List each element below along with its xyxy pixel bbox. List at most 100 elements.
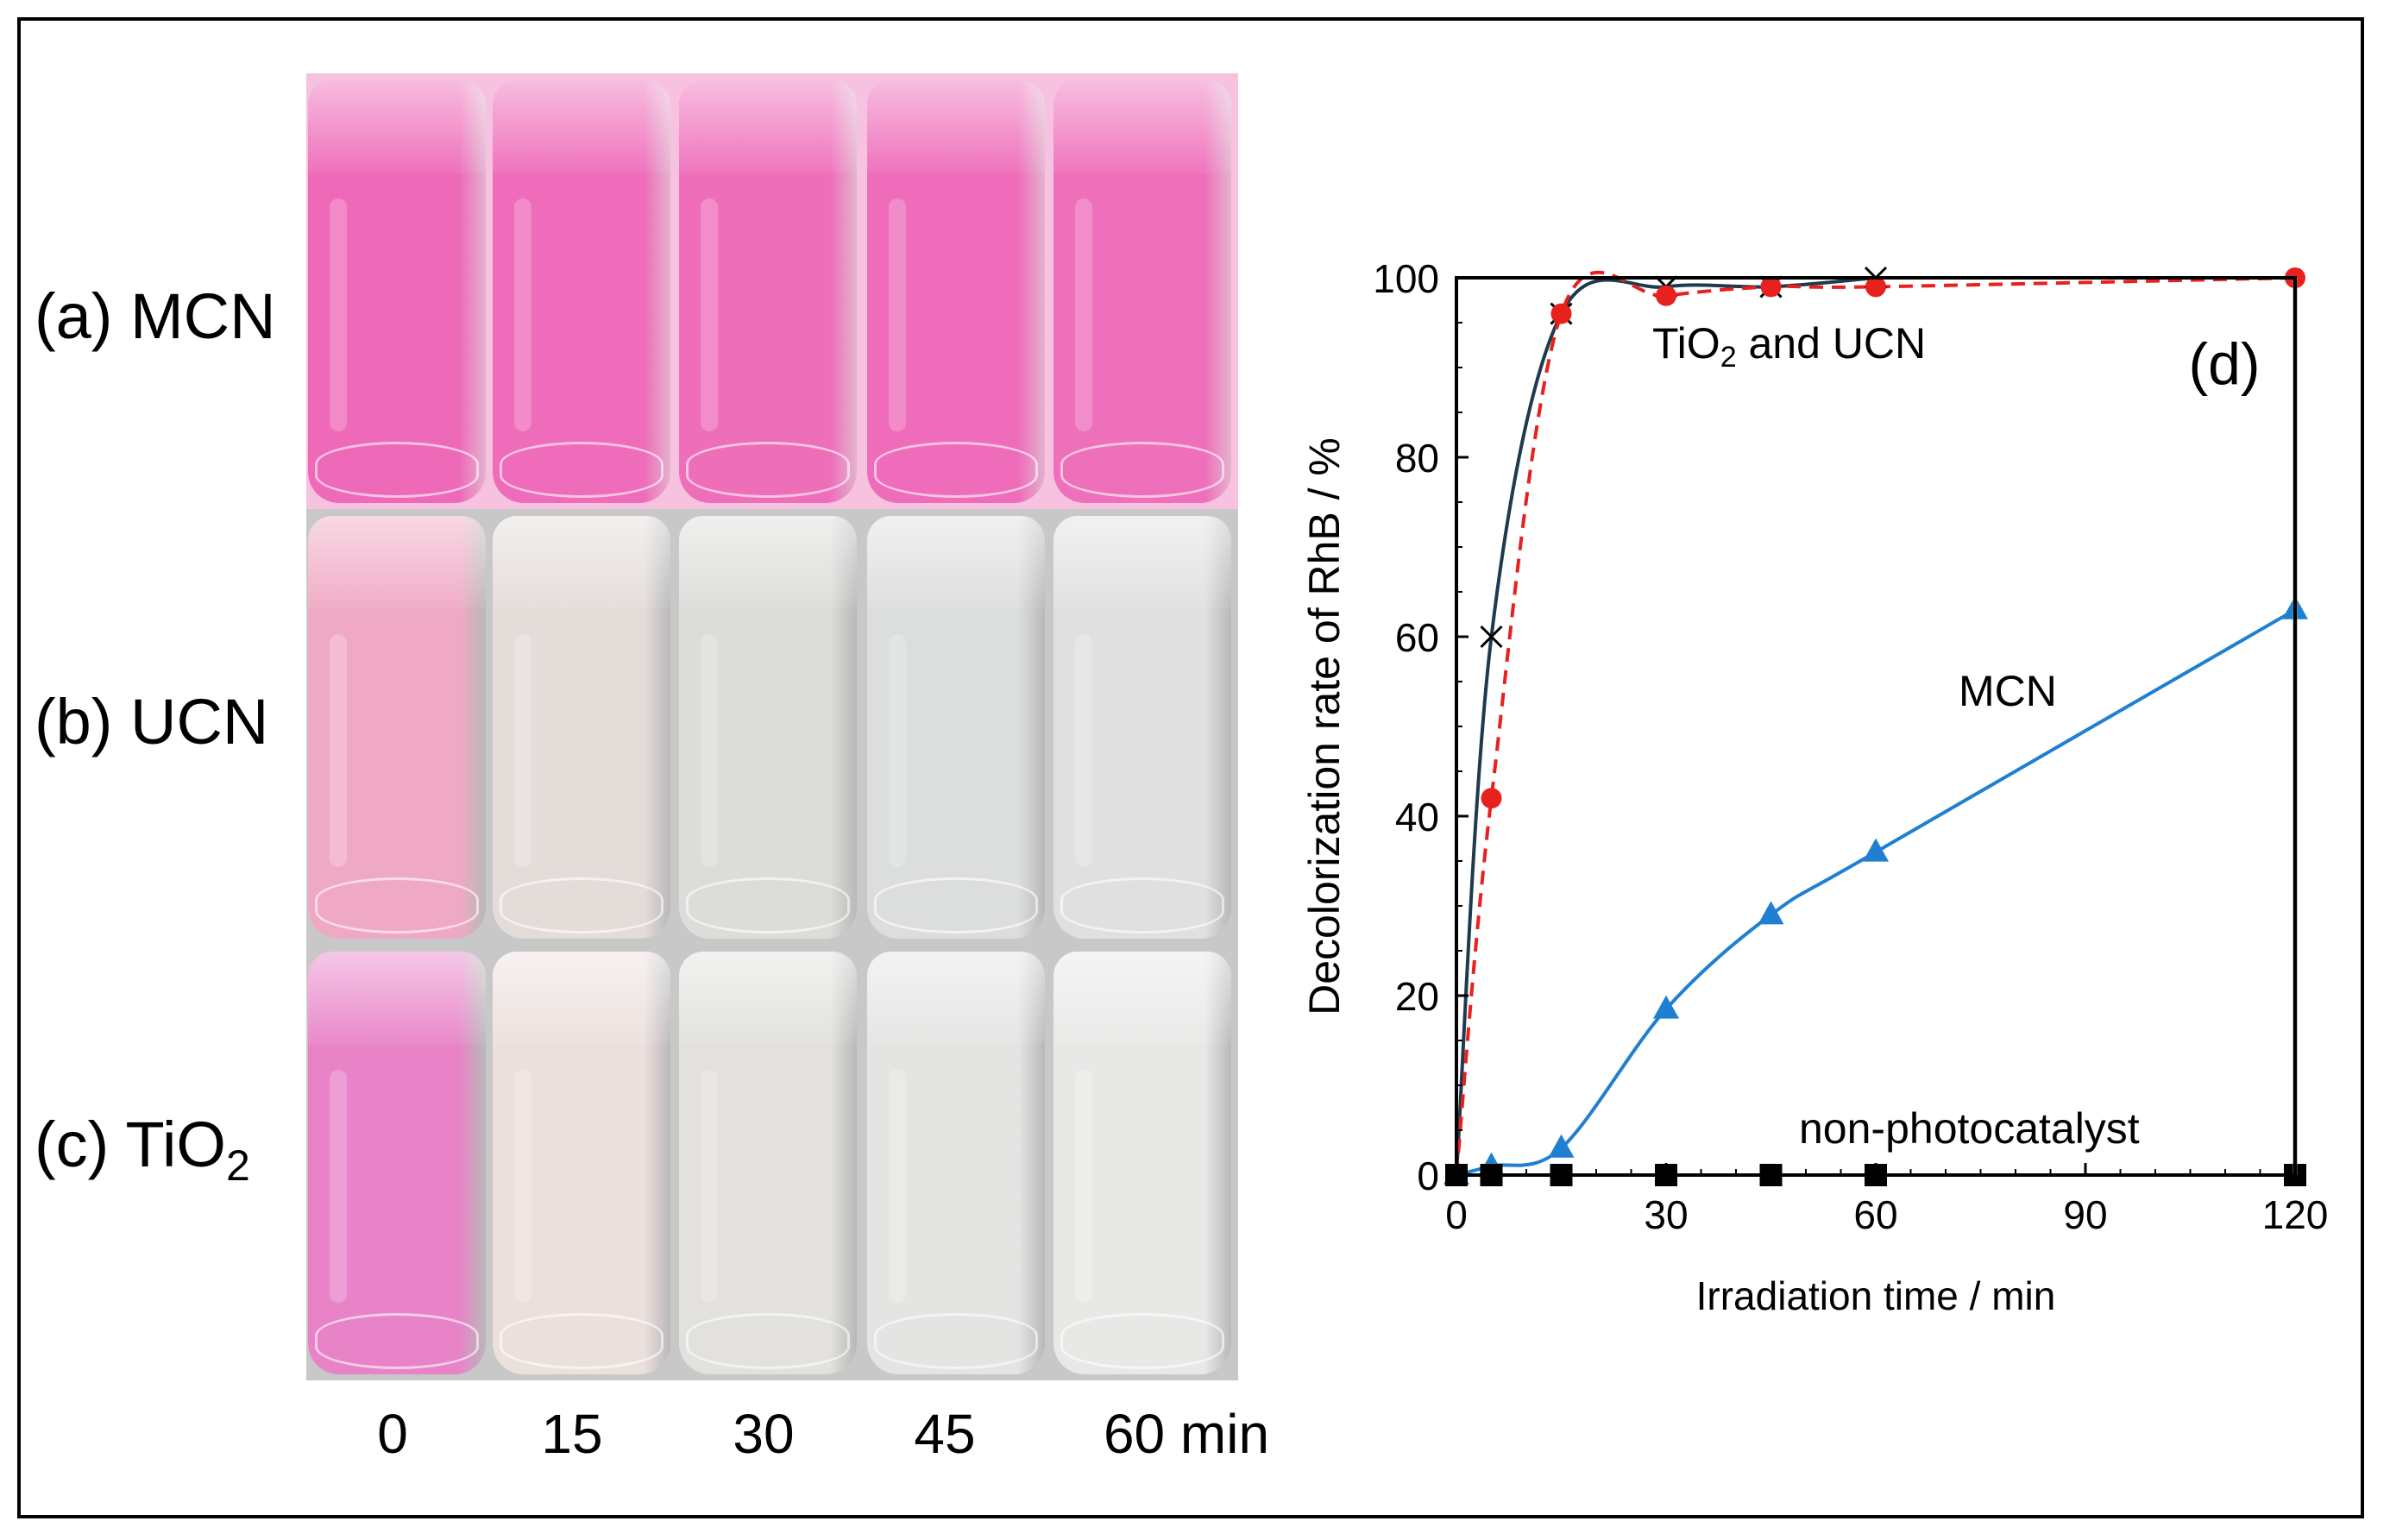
vial-shine [700,634,719,867]
row-label-ucn: (b) UCN [35,686,269,757]
vial-base [500,442,664,498]
vial-neck [867,516,1045,609]
photo-time-label: 0 [377,1403,408,1465]
vial [308,516,486,939]
vial [493,516,670,939]
vial-shine [329,634,348,867]
vial-neck [493,80,670,173]
vial-neck [308,952,486,1045]
vial [1053,80,1231,503]
vial-neck [867,80,1045,173]
vial-base [874,1313,1038,1369]
vial-shine [329,198,348,431]
series-line-cross [1455,276,1877,1176]
vial [1053,952,1231,1374]
vial-photo-grid [306,73,1238,1380]
vial-shine [700,198,719,431]
y-tick-label: 40 [1395,795,1439,839]
data-point-triangle [1758,901,1784,925]
vial-shine [1074,198,1093,431]
row-label-tio2: (c) TiO2 [35,1109,250,1190]
x-tick-label: 60 [1853,1192,1897,1237]
x-tick-label: 90 [2063,1192,2107,1237]
vial-base [1060,442,1224,498]
vial-row-mcn [306,73,1238,509]
vial [867,516,1045,939]
plot-area-frame [1455,276,2297,1177]
annotation-tio2-ucn: TiO2 and UCN [1652,319,1926,374]
vial-shine [888,634,907,867]
vial-neck [493,516,670,609]
y-tick-label: 20 [1395,974,1439,1019]
y-tick-label: 100 [1373,256,1439,301]
series-line-circle [1455,270,2296,1176]
vial-shine [513,198,532,431]
vial [679,80,857,503]
x-tick-label: 30 [1644,1192,1688,1237]
vial-base [1060,877,1224,933]
x-tick-label: 0 [1445,1192,1468,1237]
vial [679,952,857,1374]
vial [308,952,486,1374]
series-line-triangle [1456,608,2297,1177]
annotation-mcn: MCN [1959,667,2057,715]
vial-neck [679,80,857,173]
data-point-triangle [1653,995,1679,1019]
data-point-cross [1480,625,1503,649]
vial [493,80,670,503]
photo-time-label: 30 [733,1403,795,1465]
vial-neck [679,516,857,609]
vial-shine [1074,1070,1093,1303]
vial-shine [1074,634,1093,867]
vial-base [500,1313,664,1369]
photo-time-label: 15 [541,1403,603,1465]
data-point-circle [1481,788,1502,809]
vial-shine [329,1070,348,1303]
vial [867,952,1045,1374]
vial-shine [513,1070,532,1303]
vial-base [874,877,1038,933]
vial-neck [679,952,857,1045]
figure-frame [17,17,2364,1518]
vial-base [315,442,479,498]
vial-shine [700,1070,719,1303]
vial-base [686,877,850,933]
vial-neck [1053,80,1231,173]
vial [308,80,486,503]
y-tick-label: 80 [1395,436,1439,481]
x-axis-label: Irradiation time / min [1696,1273,2056,1318]
vial-neck [308,80,486,173]
vial-base [315,1313,479,1369]
data-point-triangle [1548,1134,1575,1158]
vial-neck [867,952,1045,1045]
photo-time-label: 45 [914,1403,976,1465]
vial-shine [513,634,532,867]
vial-shine [888,1070,907,1303]
annotation-non-photocatalyst: non-photocatalyst [1799,1104,2140,1153]
photo-time-label: 60 min [1103,1403,1270,1465]
vial-base [500,877,664,933]
vial-neck [493,952,670,1045]
row-label-mcn: (a) MCN [35,280,276,352]
data-point-circle [1656,285,1676,306]
vial-base [874,442,1038,498]
vial [493,952,670,1374]
vial-neck [1053,952,1231,1045]
vial-neck [1053,516,1231,609]
vial [867,80,1045,503]
data-point-triangle [1863,838,1889,862]
vial-base [686,1313,850,1369]
vial [1053,516,1231,939]
vial-base [315,877,479,933]
y-tick-label: 0 [1417,1153,1439,1198]
data-point-circle [1865,276,1886,298]
x-tick-label: 120 [2262,1192,2329,1237]
vial-base [686,442,850,498]
y-tick-label: 60 [1395,615,1439,660]
vial-row-ucn [306,509,1238,945]
vial-base [1060,1313,1224,1369]
panel-label: (d) [2188,331,2260,397]
y-axis-label: Decolorization rate of RhB / % [1300,437,1349,1015]
vial-shine [888,198,907,431]
